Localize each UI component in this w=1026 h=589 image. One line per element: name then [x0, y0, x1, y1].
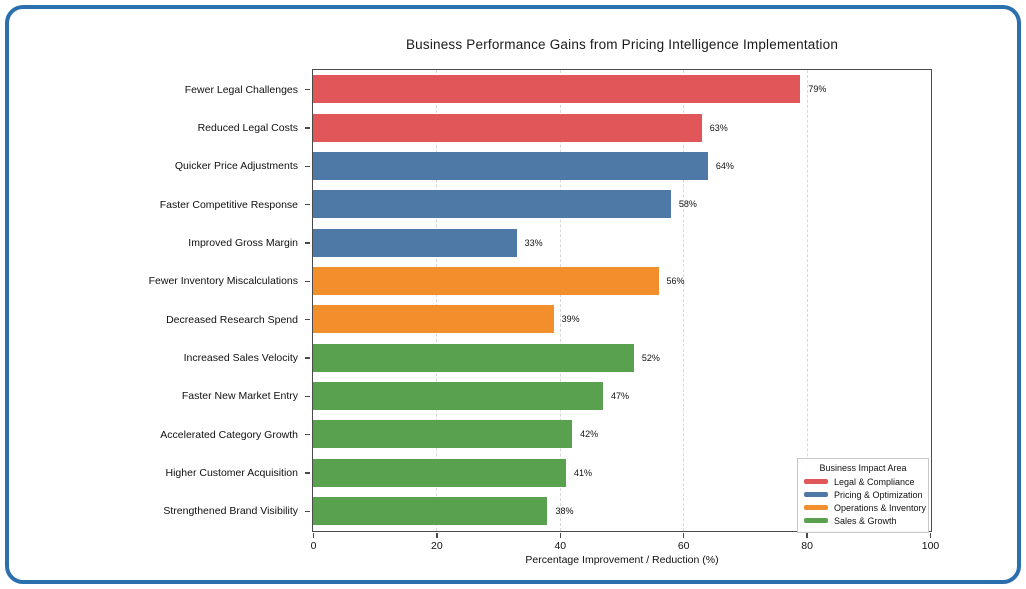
y-tick-mark [305, 203, 310, 206]
y-tick-mark [305, 357, 310, 359]
y-tick-mark [305, 510, 310, 513]
x-tick-mark [929, 533, 932, 538]
bar [313, 228, 517, 257]
legend-swatch [804, 492, 828, 497]
legend-label: Legal & Compliance [834, 476, 915, 487]
legend-entry: Operations & Inventory [804, 501, 926, 514]
category-label: Faster New Market Entry [181, 390, 298, 403]
legend-swatch [804, 505, 828, 510]
legend-label: Operations & Inventory [834, 502, 927, 513]
x-tick-mark [682, 533, 685, 538]
bar-value-label: 47% [610, 390, 629, 401]
bar-value-label: 39% [561, 314, 580, 325]
y-tick-mark [305, 472, 310, 474]
bar [313, 343, 634, 372]
category-label: Fewer Legal Challenges [184, 83, 298, 96]
legend-swatch [804, 518, 828, 523]
category-label: Higher Customer Acquisition [165, 466, 298, 479]
y-tick-mark [305, 280, 310, 283]
x-axis-label: Percentage Improvement / Reduction (%) [525, 554, 719, 566]
bar-value-label: 56% [666, 275, 685, 286]
bar-value-label: 33% [524, 237, 543, 248]
legend-entry: Pricing & Optimization [804, 488, 923, 501]
y-tick-mark [305, 165, 310, 168]
x-tick-label: 80 [801, 540, 813, 552]
legend-label: Pricing & Optimization [834, 489, 923, 500]
grid-line [436, 70, 438, 531]
plot-area: 79% 63% 64% 58% 33% 56% 39% 52% 47% 42% 41% 38% [312, 69, 932, 532]
x-tick-label: 0 [310, 540, 317, 552]
y-tick-mark [305, 433, 310, 436]
bar [313, 420, 573, 449]
grid-line [806, 70, 808, 531]
category-label: Accelerated Category Growth [160, 428, 298, 441]
legend-entries: Legal & Compliance Pricing & Optimization… [804, 475, 926, 527]
bar-value-label: 79% [808, 84, 827, 95]
bar-value-label: 42% [580, 429, 599, 440]
bar [313, 113, 702, 142]
bar-chart: Business Performance Gains from Pricing … [9, 9, 1017, 580]
x-tick-label: 60 [677, 540, 690, 552]
category-label: Decreased Research Spend [166, 313, 298, 326]
x-tick-label: 20 [431, 540, 443, 552]
category-label: Improved Gross Margin [188, 236, 298, 249]
bar [313, 496, 548, 525]
y-axis: Fewer Legal Challenges Reduced Legal Cost… [9, 69, 310, 532]
category-label: Quicker Price Adjustments [174, 160, 298, 173]
category-label: Increased Sales Velocity [183, 351, 298, 364]
legend-label: Sales & Growth [834, 515, 897, 526]
figure-frame: Business Performance Gains from Pricing … [5, 5, 1021, 584]
legend-title: Business Impact Area [819, 463, 907, 473]
legend-swatch [804, 479, 828, 484]
bar-value-label: 38% [555, 505, 574, 516]
bar [313, 75, 801, 104]
bar-value-label: 58% [678, 199, 697, 210]
x-tick-mark [806, 533, 808, 538]
category-label: Fewer Inventory Miscalculations [148, 275, 298, 288]
gridlines [313, 70, 931, 531]
x-axis: 0 20 40 60 80 100 [310, 532, 939, 562]
y-tick-mark [305, 127, 310, 129]
x-tick-mark [312, 533, 315, 538]
y-tick-mark [305, 242, 310, 244]
legend: Business Impact Area Legal & Compliance P… [797, 458, 929, 533]
x-tick-label: 40 [554, 540, 567, 552]
bars-layer: 79% 63% 64% 58% 33% 56% 39% 52% 47% 42% 41% 38% [313, 70, 931, 531]
y-tick-mark [305, 395, 310, 398]
legend-entry: Legal & Compliance [804, 475, 922, 488]
chart-title: Business Performance Gains from Pricing … [405, 37, 839, 52]
bar [313, 151, 708, 180]
x-tick-mark [436, 533, 438, 538]
bar-value-label: 64% [715, 160, 734, 171]
y-tick-mark [305, 88, 310, 91]
bar-value-label: 41% [573, 467, 592, 478]
bar [313, 381, 603, 410]
grid-line [683, 70, 685, 531]
bar [313, 190, 671, 219]
x-tick-mark [559, 533, 562, 538]
bar [313, 305, 554, 334]
category-label: Faster Competitive Response [159, 198, 298, 211]
x-tick-label: 100 [921, 540, 940, 552]
legend-entry: Sales & Growth [804, 514, 922, 527]
bar-value-label: 52% [641, 352, 660, 363]
bar [313, 458, 566, 487]
grid-line [559, 70, 561, 531]
category-label: Reduced Legal Costs [197, 121, 298, 134]
bar [313, 266, 659, 295]
bar-value-label: 63% [709, 122, 728, 133]
y-tick-mark [305, 318, 310, 321]
category-label: Strengthened Brand Visibility [163, 505, 298, 518]
